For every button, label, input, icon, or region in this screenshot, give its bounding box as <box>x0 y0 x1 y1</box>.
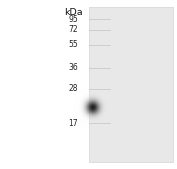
Text: 55: 55 <box>68 40 78 49</box>
Text: kDa: kDa <box>64 8 82 17</box>
FancyBboxPatch shape <box>88 7 173 162</box>
Text: 28: 28 <box>68 84 78 93</box>
Text: 17: 17 <box>68 119 78 128</box>
Text: 36: 36 <box>68 63 78 72</box>
Text: 95: 95 <box>68 15 78 24</box>
Text: 72: 72 <box>68 25 78 34</box>
